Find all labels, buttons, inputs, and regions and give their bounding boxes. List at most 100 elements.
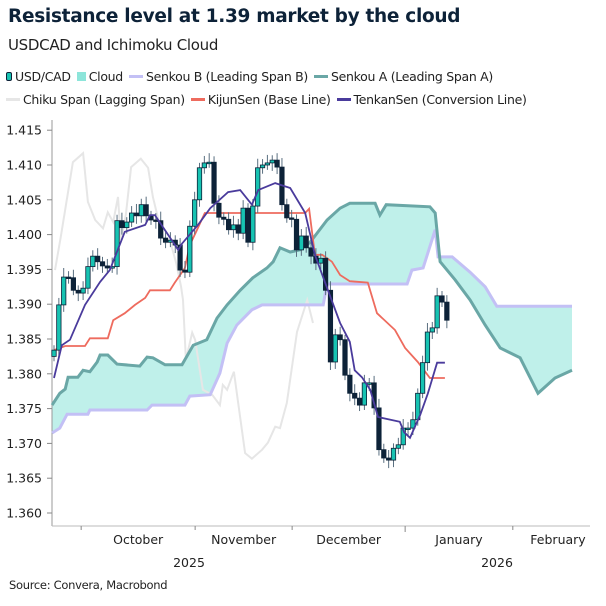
candle <box>419 355 426 399</box>
candle <box>114 214 120 275</box>
candle-body <box>298 235 304 251</box>
candle-body <box>65 276 72 279</box>
candle-body <box>318 257 324 264</box>
chart-subtitle: USDCAD and Ichimoku Cloud <box>8 36 219 54</box>
legend-cloud: Cloud <box>76 69 123 84</box>
candle <box>269 155 275 171</box>
x-month-label: February <box>530 532 586 547</box>
x-year-label: 2026 <box>481 555 513 570</box>
candle-body <box>303 235 309 249</box>
candle-body <box>216 202 222 218</box>
candle-body <box>439 295 445 303</box>
candle-body <box>327 289 334 363</box>
candle-body <box>274 159 280 168</box>
y-tick-label: 1.385 <box>6 332 42 347</box>
candle <box>444 295 450 329</box>
candle-body <box>245 207 251 243</box>
candle-body <box>361 382 368 406</box>
candle <box>293 214 300 257</box>
y-tick-label: 1.370 <box>6 436 42 451</box>
candle-body <box>269 159 275 164</box>
candle <box>133 203 140 224</box>
candle <box>381 443 387 463</box>
line-swatch-icon <box>6 98 20 101</box>
candle-body <box>70 277 76 291</box>
legend-senkou-a: Senkou A (Leading Span A) <box>313 69 493 84</box>
candle-body <box>356 397 363 406</box>
y-tick-label: 1.410 <box>6 158 42 173</box>
candle-body <box>308 247 314 257</box>
candle <box>85 257 91 295</box>
candle <box>356 392 363 412</box>
legend-label: USD/CAD <box>15 69 71 84</box>
candle <box>308 241 314 265</box>
candle <box>376 398 382 456</box>
candle <box>390 443 397 468</box>
candle-body <box>124 221 130 229</box>
candle-body <box>196 167 203 201</box>
candle <box>61 268 67 312</box>
legend-row-1: USD/CAD Cloud Senkou B (Leading Span B) … <box>6 69 499 84</box>
candle <box>75 285 81 302</box>
candle <box>298 229 304 256</box>
candle-body <box>90 255 96 268</box>
candle <box>240 200 246 240</box>
candle-body <box>225 218 232 231</box>
legend-label: Senkou B (Leading Span B) <box>145 69 308 84</box>
y-tick-label: 1.400 <box>6 227 42 242</box>
candle-body <box>61 276 67 306</box>
candle-body <box>444 301 450 321</box>
candle <box>235 218 241 241</box>
line-swatch-icon <box>128 75 143 78</box>
candle <box>65 271 72 284</box>
y-tick-label: 1.380 <box>6 366 42 381</box>
candle-body <box>429 327 435 333</box>
candle <box>182 261 188 279</box>
candle-body <box>352 392 358 399</box>
candle <box>119 212 125 235</box>
candle <box>405 422 411 437</box>
candle-body <box>133 212 140 217</box>
candle <box>80 281 86 301</box>
candle <box>99 256 106 273</box>
candle-body <box>201 162 207 169</box>
cloud-area <box>52 203 573 433</box>
legend-row-2: Chiku Span (Lagging Span) KijunSen (Base… <box>6 92 533 107</box>
candle <box>143 196 149 222</box>
candle-body <box>85 266 91 289</box>
candle <box>201 155 207 174</box>
candle-body <box>80 287 86 294</box>
y-tick-label: 1.365 <box>6 471 42 486</box>
candle-body <box>128 212 135 223</box>
legend-label: TenkanSen (Conversion Line) <box>353 92 527 107</box>
candle-body <box>162 237 169 243</box>
candle-body <box>221 216 227 220</box>
candle-body <box>250 205 256 243</box>
candle-body <box>386 457 392 461</box>
candle <box>352 384 358 406</box>
candle <box>104 258 110 274</box>
candle-body <box>434 295 440 329</box>
candle-body <box>255 167 261 207</box>
candle <box>162 232 169 249</box>
candle <box>429 321 435 339</box>
senkou-b-line <box>51 229 572 435</box>
legend-label: KijunSen (Base Line) <box>207 92 331 107</box>
candle-body <box>158 220 164 239</box>
legend-kijun: KijunSen (Base Line) <box>190 92 331 107</box>
candle-body <box>376 407 382 451</box>
candle <box>187 220 193 278</box>
candle <box>342 334 348 381</box>
candle <box>95 248 101 270</box>
candle-body <box>332 334 338 363</box>
candle-body <box>138 204 144 217</box>
y-tick-label: 1.375 <box>6 401 42 416</box>
candle <box>424 322 431 371</box>
candle-body <box>95 255 101 263</box>
candle <box>128 206 135 227</box>
candle <box>51 345 57 362</box>
legend-label: Chiku Span (Lagging Span) <box>23 92 185 107</box>
y-tick-label: 1.415 <box>6 123 42 138</box>
candle <box>434 287 440 334</box>
